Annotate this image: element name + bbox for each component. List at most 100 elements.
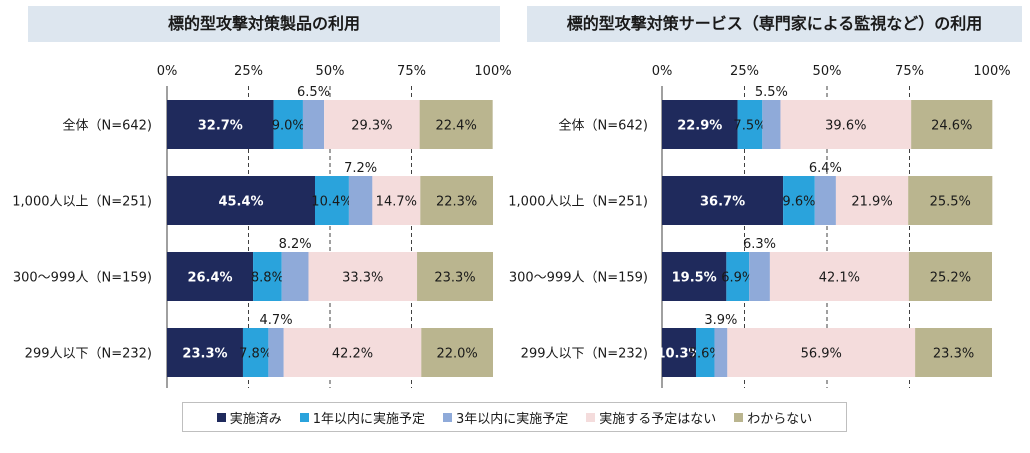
legend-label: 1年以内に実施予定 (312, 411, 425, 427)
data-label: 23.3% (933, 347, 974, 362)
bar-segment (714, 328, 728, 377)
bar-segment (167, 100, 274, 149)
data-label: 24.6% (931, 119, 972, 134)
data-label: 45.4% (218, 195, 263, 210)
x-tick-label: 100% (474, 64, 511, 79)
bar-segment (783, 176, 815, 225)
bar-segment (737, 100, 763, 149)
bar-segment (911, 100, 993, 149)
data-label: 5.5% (755, 85, 788, 100)
bar-segment (695, 328, 715, 377)
category-label: 1,000人以上（N=251) (12, 195, 152, 210)
data-label: 8.2% (279, 237, 312, 252)
bar-segment (835, 176, 909, 225)
data-label: 32.7% (198, 119, 243, 134)
bar-segment (726, 252, 750, 301)
right-chart: 0% 25% 50% 75% 100% 全体（N=642) 22.9% 7.5% 5.5% 39.… (508, 64, 1011, 388)
data-label: 42.1% (819, 271, 860, 286)
left-chart: 0% 25% 50% 75% 100% 全体（N=642) 32.7% 9.0% 6.5% 29.… (12, 64, 512, 388)
data-label: 7.2% (344, 161, 377, 176)
bar-segment (283, 328, 422, 377)
bar-segment (167, 252, 254, 301)
bar-segment (273, 100, 303, 149)
bar-segment (268, 328, 284, 377)
data-label: 22.0% (436, 347, 477, 362)
x-tick-label: 25% (730, 64, 759, 79)
bar-segment (253, 252, 282, 301)
bar-segment (749, 252, 770, 301)
data-label: 25.5% (930, 195, 971, 210)
category-label: 299人以下（N=232) (521, 347, 648, 362)
data-label: 21.9% (851, 195, 892, 210)
x-tick-label: 75% (895, 64, 924, 79)
bar-segment (302, 100, 325, 149)
x-tick-label: 100% (973, 64, 1010, 79)
legend-label: 3年以内に実施予定 (455, 411, 569, 427)
x-tick-label: 25% (234, 64, 263, 79)
bar-segment (372, 176, 421, 225)
category-label: 300～999人（N=159) (13, 271, 152, 286)
bar-segment (419, 100, 493, 149)
data-label: 22.3% (436, 195, 477, 210)
bar-segment (324, 100, 420, 149)
data-label: 23.3% (182, 347, 227, 362)
bar-segment (762, 100, 781, 149)
bar-segment (167, 328, 243, 377)
bar-segment (662, 100, 738, 149)
bar-segment (167, 176, 316, 225)
bar-segment (308, 252, 418, 301)
x-tick-label: 0% (652, 64, 673, 79)
legend-item-within-1yr: 1年以内に実施予定 (299, 408, 425, 427)
category-label: 全体（N=642) (62, 118, 152, 134)
data-label: 6.9% (721, 271, 754, 286)
category-label: 全体（N=642) (558, 118, 648, 134)
bar-segment (727, 328, 916, 377)
legend-item-no-plan: 実施する予定はない (586, 408, 716, 427)
data-label: 5.6% (689, 347, 722, 362)
data-label: 9.0% (272, 119, 305, 134)
bar-segment (814, 176, 836, 225)
data-label: 33.3% (342, 271, 383, 286)
legend-swatch (442, 412, 452, 422)
data-label: 6.5% (297, 85, 330, 100)
legend-label: わからない (747, 411, 813, 427)
legend-label: 実施済み (229, 411, 282, 427)
legend-item-unknown: わからない (734, 408, 812, 427)
data-label: 23.3% (434, 271, 475, 286)
bar-segment (421, 328, 493, 377)
bar-segment (315, 176, 349, 225)
legend-swatch (216, 412, 226, 422)
legend-item-done: 実施済み (216, 408, 282, 427)
data-label: 42.2% (332, 347, 373, 362)
x-tick-label: 50% (813, 64, 842, 79)
data-label: 26.4% (187, 271, 232, 286)
data-label: 36.7% (700, 195, 745, 210)
legend-swatch (734, 412, 744, 422)
bar-segment (348, 176, 373, 225)
data-label: 22.9% (677, 119, 722, 134)
legend-swatch (586, 412, 596, 422)
bar-segment (908, 176, 993, 225)
bar-segment (780, 100, 912, 149)
bar-segment (420, 176, 493, 225)
data-label: 3.9% (704, 313, 737, 328)
data-label: 14.7% (376, 195, 417, 210)
data-label: 22.4% (436, 119, 477, 134)
legend: 実施済み 1年以内に実施予定 3年以内に実施予定 実施する予定はない わからない (182, 402, 847, 432)
data-label: 10.3% (656, 347, 701, 362)
legend-label: 実施する予定はない (599, 411, 717, 427)
bar-segment (662, 328, 696, 377)
data-label: 56.9% (801, 347, 842, 362)
left-chart-title: 標的型攻撃対策製品の利用 (28, 6, 500, 42)
legend-item-within-3yr: 3年以内に実施予定 (442, 408, 569, 427)
legend-swatch (299, 412, 309, 422)
x-tick-label: 75% (397, 64, 426, 79)
bar-segment (915, 328, 992, 377)
data-label: 19.5% (672, 271, 717, 286)
bar-segment (908, 252, 992, 301)
bar-segment (417, 252, 493, 301)
data-label: 4.7% (260, 313, 293, 328)
category-label: 1,000人以上（N=251) (508, 195, 648, 210)
